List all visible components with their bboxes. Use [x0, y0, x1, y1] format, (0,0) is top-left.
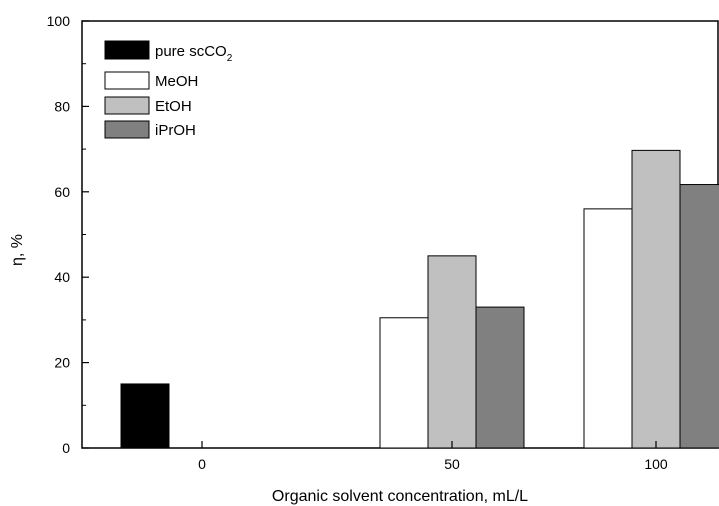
legend-swatch-etoh	[104, 96, 150, 115]
bar-iproh-100	[679, 184, 719, 449]
y-axis-title: η, %	[9, 234, 26, 266]
x-axis-title: Organic solvent concentration, mL/L	[272, 488, 528, 505]
y-tick-label: 20	[54, 355, 70, 371]
y-axis: 0 20 40 60 80 100	[47, 13, 89, 456]
y-tick-label: 100	[47, 13, 71, 29]
legend-subscript: 2	[227, 53, 233, 64]
bars	[120, 149, 719, 449]
x-axis: 0 50 100	[198, 441, 668, 472]
bar-purescco-0	[120, 383, 170, 449]
y-tick-label: 0	[62, 440, 70, 456]
legend-label-purescco: pure scCO2	[155, 43, 233, 64]
y-tick-label: 40	[54, 269, 70, 285]
bar-meoh-100	[583, 208, 633, 449]
legend: pure scCO2 MeOH EtOH iPrOH	[104, 40, 233, 139]
bar-etoh-50	[427, 255, 477, 449]
y-tick-label: 60	[54, 184, 70, 200]
x-tick-label: 100	[644, 456, 668, 472]
legend-swatch-meoh	[104, 71, 150, 90]
x-tick-label: 50	[444, 456, 460, 472]
bar-iproh-50	[475, 306, 525, 449]
bar-meoh-50	[379, 317, 429, 449]
legend-swatch-purescco	[104, 40, 150, 60]
legend-label-etoh: EtOH	[155, 98, 192, 115]
y-tick-label: 80	[54, 98, 70, 114]
bar-etoh-100	[631, 149, 681, 449]
legend-swatch-iproh	[104, 120, 150, 139]
legend-label-meoh: MeOH	[155, 73, 198, 90]
x-tick-label: 0	[198, 456, 206, 472]
legend-label-iproh: iPrOH	[155, 122, 196, 139]
